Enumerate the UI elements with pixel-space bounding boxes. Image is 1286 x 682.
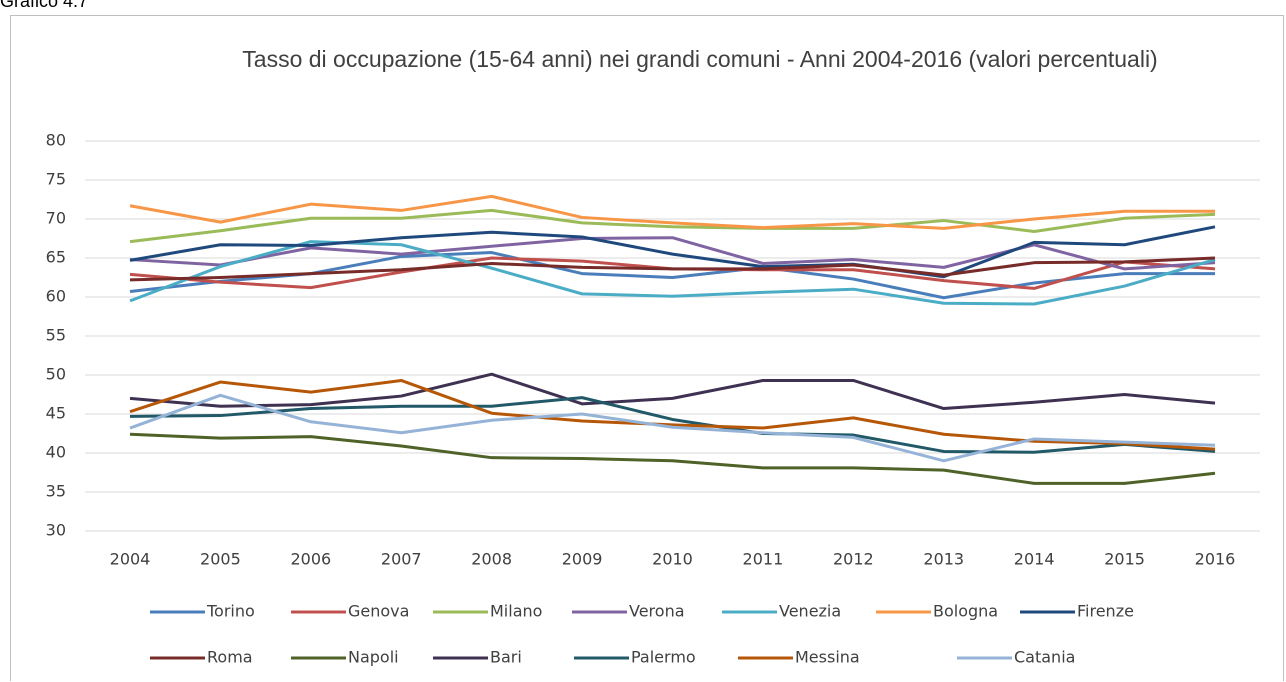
x-tick-label: 2015 bbox=[1104, 550, 1145, 569]
series-line bbox=[129, 393, 1216, 463]
y-tick-label: 65 bbox=[46, 248, 66, 267]
series-line bbox=[129, 396, 1216, 454]
y-tick-label: 45 bbox=[46, 404, 66, 423]
legend-label: Palermo bbox=[631, 648, 696, 667]
x-tick-label: 2007 bbox=[381, 550, 422, 569]
series-line bbox=[129, 208, 1216, 244]
y-tick-label: 35 bbox=[46, 482, 66, 501]
x-tick-label: 2013 bbox=[923, 550, 964, 569]
legend-label: Catania bbox=[1014, 648, 1075, 667]
x-tick-label: 2011 bbox=[743, 550, 784, 569]
y-tick-label: 50 bbox=[46, 365, 66, 384]
x-tick-label: 2008 bbox=[471, 550, 512, 569]
header: Grafico 4.7 bbox=[0, 0, 89, 11]
series-line bbox=[129, 194, 1215, 230]
legend-label: Venezia bbox=[779, 602, 841, 621]
x-tick-label: 2009 bbox=[562, 550, 603, 569]
legend-label: Roma bbox=[207, 648, 253, 667]
y-tick-label: 55 bbox=[46, 326, 66, 345]
legend-label: Torino bbox=[206, 602, 255, 621]
legend-label: Bari bbox=[490, 648, 522, 667]
x-tick-label: 2016 bbox=[1195, 550, 1236, 569]
x-tick-label: 2012 bbox=[833, 550, 874, 569]
legend-label: Verona bbox=[629, 602, 685, 621]
legend-label: Firenze bbox=[1077, 602, 1134, 621]
chart-title: Tasso di occupazione (15-64 anni) nei gr… bbox=[242, 46, 1158, 72]
y-tick-label: 40 bbox=[46, 443, 66, 462]
y-tick-label: 80 bbox=[46, 131, 66, 150]
series-line bbox=[129, 225, 1216, 279]
x-tick-label: 2006 bbox=[290, 550, 331, 569]
x-tick-label: 2005 bbox=[200, 550, 241, 569]
legend-label: Genova bbox=[348, 602, 409, 621]
y-tick-label: 30 bbox=[46, 521, 66, 540]
legend-label: Bologna bbox=[933, 602, 998, 621]
series-line bbox=[129, 240, 1216, 306]
x-tick-label: 2010 bbox=[652, 550, 693, 569]
x-tick-label: 2014 bbox=[1014, 550, 1055, 569]
chart-frame bbox=[10, 15, 1284, 681]
y-tick-label: 75 bbox=[46, 170, 66, 189]
series-line bbox=[129, 256, 1216, 282]
legend-label: Milano bbox=[490, 602, 542, 621]
series-line bbox=[129, 432, 1216, 485]
series-line bbox=[129, 378, 1216, 451]
series-line bbox=[129, 236, 1216, 271]
series-line bbox=[129, 372, 1216, 411]
x-tick-label: 2004 bbox=[110, 550, 151, 569]
legend-label: Messina bbox=[795, 648, 860, 667]
y-tick-label: 60 bbox=[46, 287, 66, 306]
y-tick-label: 70 bbox=[46, 209, 66, 228]
legend-label: Napoli bbox=[348, 648, 399, 667]
